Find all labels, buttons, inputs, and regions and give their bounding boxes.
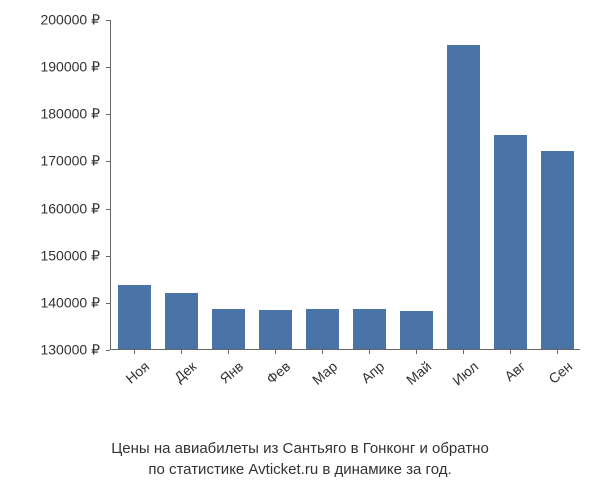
x-tick-mark [134, 350, 135, 354]
x-tick-mark [416, 350, 417, 354]
x-tick-mark [228, 350, 229, 354]
x-tick-label: Дек [161, 358, 199, 393]
y-tick-label: 190000 ₽ [0, 59, 100, 76]
y-tick-label: 150000 ₽ [0, 247, 100, 264]
caption-line-1: Цены на авиабилеты из Сантьяго в Гонконг… [111, 440, 489, 457]
y-tick-mark [106, 350, 110, 351]
y-tick-label: 130000 ₽ [0, 342, 100, 359]
x-tick-label: Ноя [114, 358, 152, 393]
x-tick-label: Сен [537, 358, 575, 393]
caption-line-2: по статистике Avticket.ru в динамике за … [148, 461, 451, 478]
y-tick-label: 140000 ₽ [0, 294, 100, 311]
x-tick-label: Авг [490, 358, 528, 393]
bar [353, 309, 387, 349]
y-tick-label: 170000 ₽ [0, 153, 100, 170]
plot-area [110, 20, 580, 350]
bar [494, 135, 528, 350]
x-tick-label: Янв [208, 358, 246, 393]
x-tick-label: Май [396, 358, 434, 393]
x-tick-mark [557, 350, 558, 354]
y-tick-label: 200000 ₽ [0, 12, 100, 29]
x-tick-mark [369, 350, 370, 354]
bar [447, 45, 481, 349]
bar [541, 151, 575, 349]
x-tick-label: Мар [302, 358, 340, 393]
y-tick-label: 160000 ₽ [0, 200, 100, 217]
bar [165, 293, 199, 349]
y-tick-label: 180000 ₽ [0, 106, 100, 123]
bar [118, 285, 152, 349]
bar [400, 311, 434, 349]
x-tick-mark [181, 350, 182, 354]
price-chart: 130000 ₽ 140000 ₽ 150000 ₽ 160000 ₽ 170000 ₽… [0, 10, 600, 430]
bar [212, 309, 246, 349]
bar [259, 310, 293, 349]
bar [306, 309, 340, 349]
x-tick-label: Апр [349, 358, 387, 393]
x-tick-mark [510, 350, 511, 354]
x-tick-label: Фев [255, 358, 293, 393]
x-tick-label: Июл [443, 358, 481, 393]
x-tick-mark [463, 350, 464, 354]
x-tick-mark [275, 350, 276, 354]
chart-caption: Цены на авиабилеты из Сантьяго в Гонконг… [0, 438, 600, 480]
x-tick-mark [322, 350, 323, 354]
